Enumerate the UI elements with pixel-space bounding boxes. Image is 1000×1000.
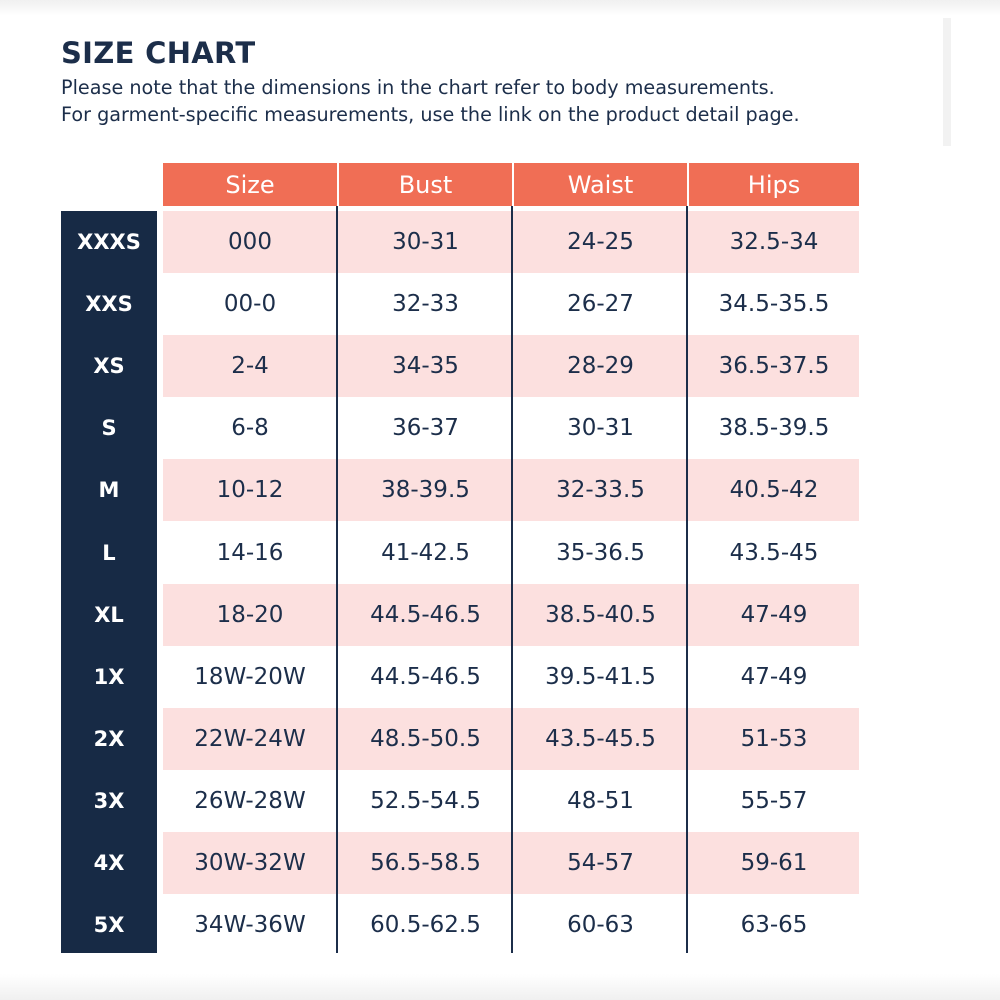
table-cell-bust: 36-37 [392, 415, 459, 441]
size-label-column [61, 211, 157, 953]
table-cell-size: 22W-24W [194, 726, 306, 752]
table-cell-bust: 38-39.5 [381, 477, 470, 503]
table-cell-size: 10-12 [216, 477, 284, 503]
page-title: SIZE CHART [61, 36, 256, 70]
table-cell-waist: 38.5-40.5 [545, 602, 656, 628]
table-cell-waist: 35-36.5 [556, 540, 645, 566]
table-cell-waist: 60-63 [567, 912, 634, 938]
table-cell-bust: 60.5-62.5 [370, 912, 481, 938]
size-row-label: 3X [93, 789, 125, 813]
table-cell-hips: 59-61 [740, 850, 808, 876]
table-cell-size: 34W-36W [194, 912, 306, 938]
table-cell-size: 00-0 [223, 291, 277, 317]
size-row-label: L [102, 541, 116, 565]
table-cell-waist: 26-27 [567, 291, 634, 317]
table-cell-waist: 48-51 [567, 788, 634, 814]
table-cell-waist: 32-33.5 [556, 477, 645, 503]
table-cell-bust: 44.5-46.5 [370, 664, 481, 690]
scroll-edge [943, 18, 951, 146]
size-row-label: S [101, 416, 117, 440]
table-cell-waist: 28-29 [567, 353, 634, 379]
table-cell-hips: 51-53 [740, 726, 808, 752]
size-row-label: 2X [93, 727, 125, 751]
table-cell-size: 26W-28W [194, 788, 306, 814]
table-cell-hips: 47-49 [740, 602, 808, 628]
size-row-label: XS [93, 354, 125, 378]
table-cell-hips: 55-57 [740, 788, 808, 814]
table-cell-size: 18W-20W [194, 664, 306, 690]
table-cell-hips: 34.5-35.5 [718, 291, 830, 317]
table-cell-waist: 39.5-41.5 [545, 664, 656, 690]
table-cell-bust: 52.5-54.5 [370, 788, 481, 814]
header-hips: Hips [689, 163, 859, 206]
table-cell-bust: 30-31 [392, 229, 459, 255]
table-cell-hips: 40.5-42 [729, 477, 819, 503]
table-cell-size: 30W-32W [194, 850, 306, 876]
table-cell-waist: 24-25 [567, 229, 634, 255]
size-row-label: XXS [85, 292, 133, 316]
size-row-label: M [98, 478, 120, 502]
table-cell-waist: 43.5-45.5 [545, 726, 656, 752]
table-cell-bust: 48.5-50.5 [370, 726, 481, 752]
table-cell-size: 14-16 [216, 540, 284, 566]
table-cell-hips: 47-49 [740, 664, 808, 690]
table-cell-waist: 54-57 [567, 850, 634, 876]
header-waist: Waist [514, 163, 687, 206]
table-cell-bust: 32-33 [392, 291, 459, 317]
table-cell-bust: 44.5-46.5 [370, 602, 481, 628]
table-cell-waist: 30-31 [567, 415, 634, 441]
note-line-1: Please note that the dimensions in the c… [61, 76, 775, 99]
note-line-2: For garment-specific measurements, use t… [61, 103, 800, 126]
table-cell-bust: 56.5-58.5 [370, 850, 481, 876]
table-cell-hips: 32.5-34 [729, 229, 819, 255]
column-divider [511, 206, 513, 953]
size-row-label: 1X [93, 665, 125, 689]
header-bust: Bust [339, 163, 512, 206]
table-cell-bust: 41-42.5 [381, 540, 470, 566]
size-row-label: 4X [93, 851, 125, 875]
table-cell-hips: 43.5-45 [729, 540, 819, 566]
table-cell-size: 6-8 [231, 415, 269, 441]
header-size: Size [163, 163, 337, 206]
table-cell-hips: 63-65 [740, 912, 808, 938]
size-row-label: XL [94, 603, 124, 627]
column-divider [686, 206, 688, 953]
table-cell-hips: 38.5-39.5 [718, 415, 830, 441]
table-cell-size: 2-4 [231, 353, 269, 379]
table-cell-bust: 34-35 [392, 353, 459, 379]
size-row-label: XXXS [77, 230, 141, 254]
column-divider [336, 206, 338, 953]
table-cell-hips: 36.5-37.5 [718, 353, 830, 379]
size-row-label: 5X [93, 913, 125, 937]
table-cell-size: 000 [228, 229, 272, 255]
table-cell-size: 18-20 [216, 602, 284, 628]
